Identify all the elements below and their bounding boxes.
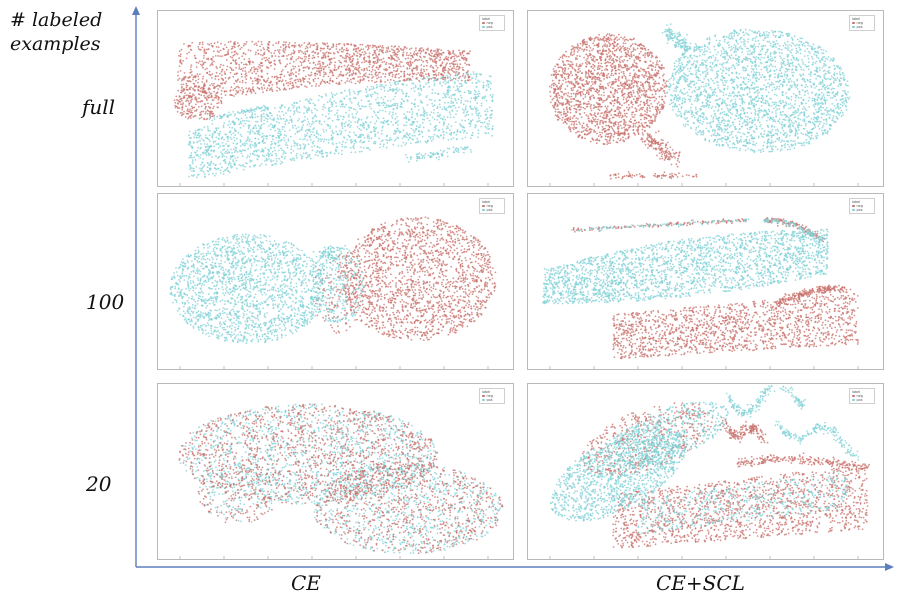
pos-points: [542, 217, 829, 305]
y-axis-title-line1: # labeled: [10, 8, 102, 32]
legend-item-neg: neg: [852, 204, 872, 208]
legend-title: label: [482, 200, 502, 204]
neg-points: [548, 33, 698, 180]
x-axis-arrowhead: [885, 563, 894, 571]
scatter-plot-full-ce: [173, 40, 494, 186]
row-label-100: 100: [86, 290, 124, 314]
panel-100-ce-scl: label neg pos: [527, 193, 884, 370]
legend-label: neg: [487, 394, 493, 398]
legend-label: pos: [857, 208, 863, 212]
legend-label: pos: [487, 398, 493, 402]
column-label-ce-scl: CE+SCL: [656, 571, 745, 595]
legend: label neg pos: [479, 15, 505, 31]
legend-title: label: [482, 390, 502, 394]
legend-item-pos: pos: [482, 208, 502, 212]
pos-points: [661, 23, 851, 154]
legend-label: pos: [857, 398, 863, 402]
pos-points: [169, 233, 366, 345]
legend-item-pos: pos: [852, 398, 872, 402]
legend-label: pos: [857, 25, 863, 29]
legend-marker: [482, 398, 485, 402]
legend-item-pos: pos: [482, 25, 502, 29]
panel-100-ce: label neg pos: [157, 193, 514, 370]
legend-marker: [852, 21, 855, 25]
legend-title: label: [852, 390, 872, 394]
pos-points: [187, 71, 494, 179]
legend: label neg pos: [479, 198, 505, 214]
legend-marker: [852, 394, 855, 398]
legend: label neg pos: [849, 198, 875, 214]
legend-item-pos: pos: [482, 398, 502, 402]
legend-label: neg: [857, 394, 863, 398]
legend-title: label: [482, 17, 502, 21]
legend-marker: [482, 394, 485, 398]
scatter-plot-full-ce-scl: [548, 23, 859, 186]
neg-points: [178, 403, 504, 555]
legend-label: pos: [487, 25, 493, 29]
legend-title: label: [852, 17, 872, 21]
scatter-plot-100-ce-scl: [542, 217, 859, 369]
neg-points: [312, 216, 497, 341]
pos-points: [549, 385, 860, 535]
pos-points: [179, 403, 504, 554]
legend-item-neg: neg: [852, 21, 872, 25]
legend-item-pos: pos: [852, 208, 872, 212]
legend-item-neg: neg: [482, 204, 502, 208]
panel-20-ce: label neg pos: [157, 383, 514, 560]
scatter-plot-20-ce-scl: [549, 385, 871, 559]
legend-marker: [852, 398, 855, 402]
legend-label: neg: [487, 21, 493, 25]
y-axis-arrowhead: [132, 6, 140, 15]
legend-marker: [852, 204, 855, 208]
legend-item-neg: neg: [852, 394, 872, 398]
legend-label: neg: [487, 204, 493, 208]
legend-marker: [482, 21, 485, 25]
legend: label neg pos: [849, 388, 875, 404]
legend-label: neg: [857, 204, 863, 208]
legend-label: neg: [857, 21, 863, 25]
legend-item-pos: pos: [852, 25, 872, 29]
legend-item-neg: neg: [482, 394, 502, 398]
scatter-plot-20-ce: [178, 403, 504, 559]
panel-full-ce: label neg pos: [157, 10, 514, 187]
y-axis-title: # labeled examples: [10, 8, 102, 56]
neg-points: [173, 40, 471, 121]
row-label-full: full: [82, 95, 115, 119]
legend: label neg pos: [479, 388, 505, 404]
legend-label: pos: [487, 208, 493, 212]
row-label-20: 20: [86, 472, 111, 496]
legend-item-neg: neg: [482, 21, 502, 25]
y-axis-title-line2: examples: [10, 32, 102, 56]
scatter-plot-100-ce: [169, 216, 497, 369]
legend-marker: [852, 25, 855, 29]
panel-20-ce-scl: label neg pos: [527, 383, 884, 560]
legend-marker: [482, 204, 485, 208]
legend: label neg pos: [849, 15, 875, 31]
column-label-ce: CE: [291, 571, 321, 595]
legend-marker: [482, 25, 485, 29]
legend-marker: [482, 208, 485, 212]
panel-full-ce-scl: label neg pos: [527, 10, 884, 187]
legend-title: label: [852, 200, 872, 204]
legend-marker: [852, 208, 855, 212]
